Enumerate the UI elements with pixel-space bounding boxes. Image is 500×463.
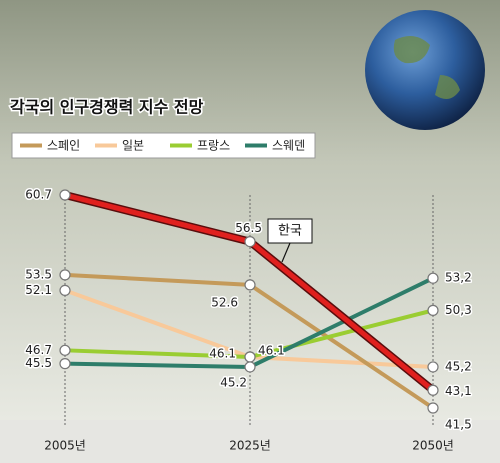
callout-label: 한국 [278,224,302,239]
data-label: 45.2 [220,375,247,389]
data-point [427,272,439,284]
data-point [59,189,71,201]
globe-land [393,36,460,99]
chart-title: 각국의 인구경쟁력 지수 전망 [10,98,204,117]
x-tick-label: 2025년 [229,439,271,453]
globe-illustration [365,10,485,130]
data-label: 52.6 [211,295,238,309]
data-point [427,384,439,396]
callout-box [267,218,313,244]
callout-pointer [281,242,291,263]
data-label: 45,2 [445,359,472,373]
data-label: 46.1 [258,343,285,357]
data-label: 45.5 [25,356,52,370]
x-tick-label: 2005년 [44,439,86,453]
data-label: 43,1 [445,384,472,398]
data-label: 53,2 [445,271,472,285]
data-label: 46.7 [25,343,52,357]
legend-label: 일본 [122,139,144,153]
data-point [427,402,439,414]
data-point [244,361,256,373]
legend-label: 스페인 [47,139,80,153]
x-tick-label: 2050년 [412,439,454,453]
data-label: 41,5 [445,418,472,432]
data-label: 56.5 [235,221,262,235]
axis-band [0,420,500,463]
data-point [59,269,71,281]
data-point [244,351,256,363]
data-point [244,279,256,291]
data-label: 60.7 [25,188,52,202]
data-label: 46.1 [209,346,236,360]
legend-label: 스웨덴 [272,139,305,153]
data-label: 53.5 [25,267,52,281]
data-point [244,235,256,248]
data-point [59,284,71,297]
data-point [59,358,71,370]
data-label: 52.1 [25,283,52,297]
data-point [59,344,71,356]
data-point [427,304,439,316]
legend-label: 프랑스 [197,139,230,153]
data-label: 50,3 [445,303,472,317]
data-point [427,361,439,373]
